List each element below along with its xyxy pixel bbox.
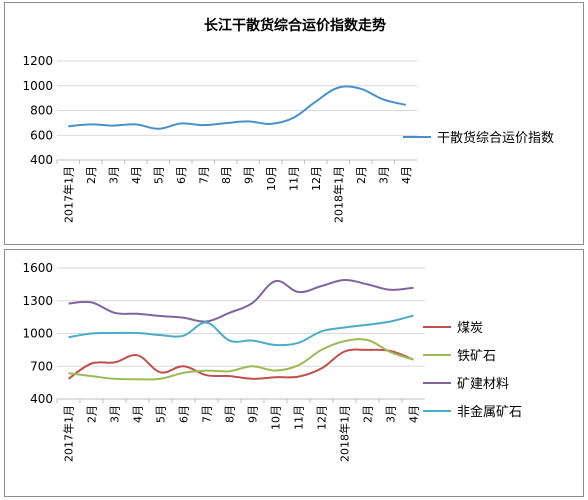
bottom-y-tick-label: 1300 xyxy=(22,294,53,308)
bottom-x-tick-label: 2月 xyxy=(86,405,99,423)
bottom-y-tick-label: 1000 xyxy=(22,327,53,341)
top-series-line-0 xyxy=(68,85,407,130)
bottom-x-tick-label: 8月 xyxy=(224,405,237,423)
top-y-tick-label: 600 xyxy=(30,128,53,142)
top-x-tick-label: 5月 xyxy=(152,166,165,184)
top-x-tick-label: 2017年1月 xyxy=(61,166,75,223)
bottom-x-tick-label: 10月 xyxy=(270,405,283,430)
top-x-tick-label: 10月 xyxy=(265,166,278,191)
bottom-y-tick-label: 1600 xyxy=(22,261,53,275)
top-y-tick-label: 1200 xyxy=(22,54,53,68)
top-x-tick-label: 4月 xyxy=(400,166,413,184)
top-x-tick-label: 2月 xyxy=(85,166,98,184)
bottom-x-tick-label: 4月 xyxy=(408,405,421,423)
bottom-y-tick-label: 400 xyxy=(30,392,53,406)
bottom-legend-label: 煤炭 xyxy=(457,321,483,336)
top-x-tick-label: 11月 xyxy=(287,166,300,191)
top-x-tick-label: 2月 xyxy=(355,166,368,184)
bottom-series-line-2 xyxy=(68,278,414,323)
bottom-series-line-0 xyxy=(67,348,414,380)
top-x-tick-label: 3月 xyxy=(377,166,390,184)
top-y-tick-label: 800 xyxy=(30,104,53,118)
bottom-x-tick-label: 9月 xyxy=(247,405,260,423)
top-chart-title: 长江干散货综合运价指数走势 xyxy=(204,17,386,34)
bottom-legend-label: 非金属矿石 xyxy=(457,404,522,420)
bottom-x-tick-label: 3月 xyxy=(385,405,398,423)
bottom-legend-label: 铁矿石 xyxy=(457,349,496,364)
top-x-tick-label: 7月 xyxy=(197,166,210,184)
bottom-series-line-3 xyxy=(68,314,414,347)
top-x-tick-label: 2018年1月 xyxy=(331,166,345,223)
bottom-y-tick-label: 700 xyxy=(30,359,53,373)
bottom-chart-panel: 400 700 1000 1300 1600 2017年1月 2月 3月 4月 5月 6月 7月 8月… xyxy=(4,249,584,497)
top-x-tick-label: 4月 xyxy=(130,166,143,184)
top-x-tick-label: 6月 xyxy=(175,166,188,184)
top-x-tick-label: 3月 xyxy=(107,166,120,184)
bottom-x-tick-label: 7月 xyxy=(201,405,214,423)
bottom-legend-label: 矿建材料 xyxy=(457,377,509,392)
bottom-chart: 400 700 1000 1300 1600 2017年1月 2月 3月 4月 5月 6月 7月 8月… xyxy=(22,261,522,462)
bottom-x-tick-label: 4月 xyxy=(132,405,145,423)
top-chart: 长江干散货综合运价指数走势 400 600 800 1000 1200 2017年1月 2… xyxy=(22,17,554,223)
top-y-tick-label: 400 xyxy=(30,153,53,167)
bottom-x-tick-label: 2017年1月 xyxy=(62,405,76,462)
top-legend-label: 干散货综合运价指数 xyxy=(437,130,554,146)
bottom-x-tick-label: 11月 xyxy=(293,405,306,430)
bottom-x-tick-label: 2018年1月 xyxy=(338,405,352,462)
bottom-x-tick-label: 2月 xyxy=(362,405,375,423)
bottom-x-tick-label: 3月 xyxy=(109,405,122,423)
bottom-x-tick-label: 12月 xyxy=(316,405,329,430)
top-x-tick-label: 9月 xyxy=(242,166,255,184)
bottom-series-line-1 xyxy=(68,338,414,381)
top-chart-panel: 长江干散货综合运价指数走势 400 600 800 1000 1200 2017年1月 2… xyxy=(4,2,584,245)
bottom-x-tick-label: 6月 xyxy=(178,405,191,423)
bottom-x-tick-label: 5月 xyxy=(155,405,168,423)
top-y-tick-label: 1000 xyxy=(22,79,53,93)
top-x-tick-label: 12月 xyxy=(310,166,323,191)
top-x-tick-label: 8月 xyxy=(220,166,233,184)
